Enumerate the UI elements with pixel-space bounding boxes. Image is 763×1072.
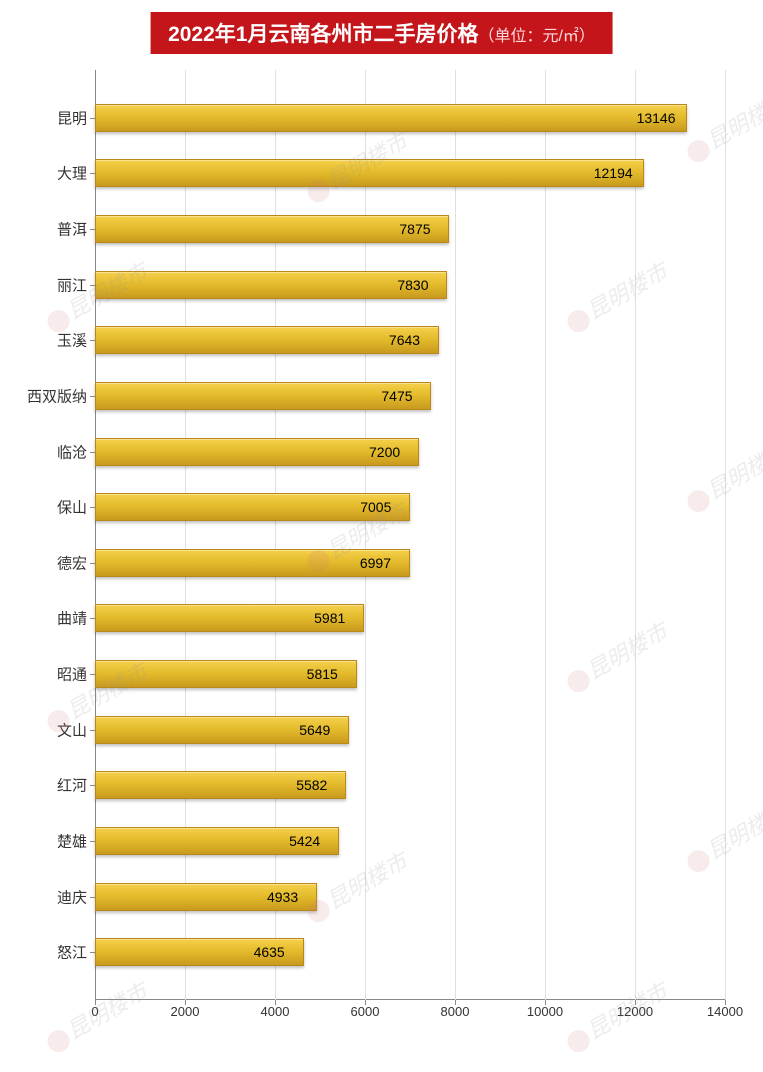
- bar-row: 7643: [95, 326, 725, 354]
- bar-row: 7475: [95, 382, 725, 410]
- x-tick-label: 6000: [335, 1004, 395, 1019]
- gridline: [365, 70, 366, 1000]
- y-tick-mark: [90, 285, 95, 286]
- x-tick-label: 0: [65, 1004, 125, 1019]
- bar-row: 4933: [95, 883, 725, 911]
- y-category-label: 红河: [7, 775, 87, 796]
- bar-value-label: 5981: [314, 610, 345, 626]
- bar-value-label: 7643: [389, 332, 420, 348]
- y-tick-mark: [90, 952, 95, 953]
- bar-row: 4635: [95, 938, 725, 966]
- x-tick-label: 2000: [155, 1004, 215, 1019]
- x-tick-label: 14000: [695, 1004, 755, 1019]
- x-axis-line: [95, 999, 725, 1000]
- y-tick-mark: [90, 730, 95, 731]
- y-category-label: 迪庆: [7, 886, 87, 907]
- y-tick-mark: [90, 785, 95, 786]
- bar-value-label: 7005: [360, 499, 391, 515]
- watermark-icon: [44, 1026, 74, 1056]
- gridline: [455, 70, 456, 1000]
- bar: [95, 326, 439, 354]
- chart-title-main: 2022年1月云南各州市二手房价格: [168, 23, 478, 46]
- bar-row: 7005: [95, 493, 725, 521]
- bar-value-label: 6997: [360, 555, 391, 571]
- bar-row: 5582: [95, 771, 725, 799]
- gridline: [635, 70, 636, 1000]
- y-category-label: 普洱: [7, 219, 87, 240]
- y-tick-mark: [90, 118, 95, 119]
- y-category-label: 德宏: [7, 552, 87, 573]
- y-tick-mark: [90, 340, 95, 341]
- bar-value-label: 12194: [594, 165, 633, 181]
- bar-row: 7875: [95, 215, 725, 243]
- chart-area: 13146 12194 7875 7830 7643 7475 7200 7005 6997 59…: [95, 70, 725, 1030]
- bar-value-label: 5649: [299, 722, 330, 738]
- y-tick-mark: [90, 507, 95, 508]
- bar: [95, 271, 447, 299]
- y-tick-mark: [90, 452, 95, 453]
- gridline: [545, 70, 546, 1000]
- y-category-label: 昭通: [7, 664, 87, 685]
- bar-value-label: 7475: [381, 388, 412, 404]
- y-category-label: 玉溪: [7, 330, 87, 351]
- bar-value-label: 7875: [399, 221, 430, 237]
- bar-row: 5815: [95, 660, 725, 688]
- bar-row: 13146: [95, 104, 725, 132]
- y-category-label: 西双版纳: [7, 385, 87, 406]
- bar: [95, 159, 644, 187]
- bar-row: 5424: [95, 827, 725, 855]
- y-category-label: 保山: [7, 497, 87, 518]
- x-tick-label: 8000: [425, 1004, 485, 1019]
- x-tick-label: 12000: [605, 1004, 665, 1019]
- bar-value-label: 13146: [637, 110, 676, 126]
- y-tick-mark: [90, 841, 95, 842]
- gridline: [725, 70, 726, 1000]
- bar-row: 6997: [95, 549, 725, 577]
- bar-value-label: 5815: [307, 666, 338, 682]
- bar-value-label: 4635: [254, 944, 285, 960]
- bar-value-label: 4933: [267, 889, 298, 905]
- y-category-label: 曲靖: [7, 608, 87, 629]
- y-tick-mark: [90, 563, 95, 564]
- bar-row: 7200: [95, 438, 725, 466]
- y-tick-mark: [90, 173, 95, 174]
- gridline: [185, 70, 186, 1000]
- bar: [95, 215, 449, 243]
- y-tick-mark: [90, 897, 95, 898]
- y-category-label: 楚雄: [7, 830, 87, 851]
- y-tick-mark: [90, 674, 95, 675]
- y-category-label: 大理: [7, 163, 87, 184]
- bar-value-label: 5424: [289, 833, 320, 849]
- y-category-label: 怒江: [7, 942, 87, 963]
- plot-region: 13146 12194 7875 7830 7643 7475 7200 7005 6997 59…: [95, 70, 725, 1000]
- bar-row: 7830: [95, 271, 725, 299]
- bar-row: 5981: [95, 604, 725, 632]
- x-tick-label: 4000: [245, 1004, 305, 1019]
- y-tick-mark: [90, 396, 95, 397]
- y-tick-mark: [90, 618, 95, 619]
- watermark-icon: [564, 1026, 594, 1056]
- chart-title-bar: 2022年1月云南各州市二手房价格（单位：元/㎡）: [150, 12, 613, 54]
- bar-value-label: 5582: [296, 777, 327, 793]
- bar-row: 5649: [95, 716, 725, 744]
- bar-row: 12194: [95, 159, 725, 187]
- bar-value-label: 7200: [369, 444, 400, 460]
- y-category-label: 丽江: [7, 274, 87, 295]
- y-tick-mark: [90, 229, 95, 230]
- x-tick-label: 10000: [515, 1004, 575, 1019]
- y-category-label: 昆明: [7, 107, 87, 128]
- y-category-label: 临沧: [7, 441, 87, 462]
- y-category-label: 文山: [7, 719, 87, 740]
- bar-value-label: 7830: [397, 277, 428, 293]
- gridline: [275, 70, 276, 1000]
- y-axis-line: [95, 70, 96, 1000]
- bar: [95, 104, 687, 132]
- chart-title-sub: （单位：元/㎡）: [478, 28, 594, 45]
